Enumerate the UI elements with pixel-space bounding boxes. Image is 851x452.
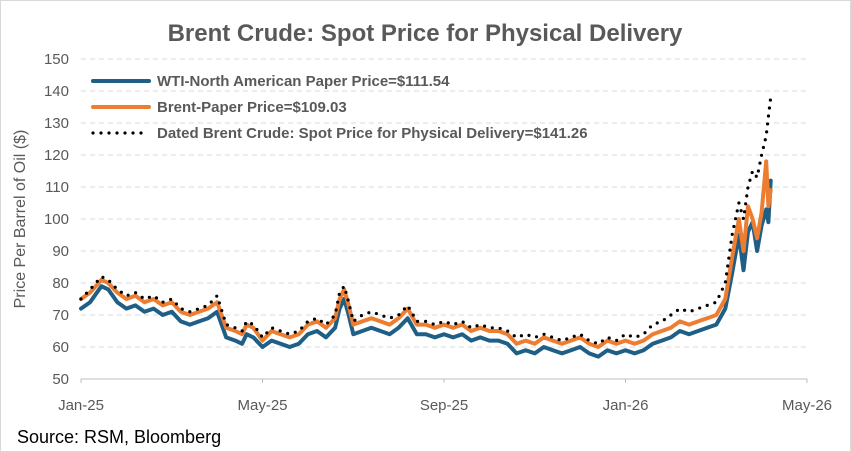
y-tick-label: 50: [52, 371, 69, 388]
y-tick-label: 100: [44, 211, 69, 228]
gridlines: [81, 58, 807, 348]
series-line-1: [79, 178, 773, 359]
legend: WTI-North American Paper Price=$111.54 Br…: [91, 73, 588, 142]
x-tick-label: Jan-26: [603, 397, 649, 414]
y-axis-label: Price Per Barrel of Oil ($): [12, 130, 29, 309]
y-tick-label: 90: [52, 243, 69, 260]
legend-label: Dated Brent Crude: Spot Price for Physic…: [157, 125, 588, 142]
x-tick-label: Sep-25: [420, 397, 468, 414]
x-tick-label: May-25: [237, 397, 287, 414]
y-tick-label: 110: [45, 179, 69, 196]
y-tick-label: 150: [44, 51, 69, 68]
source-note: Source: RSM, Bloomberg: [17, 427, 221, 447]
y-tick-label: 60: [52, 339, 69, 356]
chart-title: Brent Crude: Spot Price for Physical Del…: [168, 20, 683, 47]
x-tick-label: May-26: [782, 397, 832, 414]
legend-label: WTI-North American Paper Price=$111.54: [157, 73, 450, 90]
legend-label: Brent-Paper Price=$109.03: [157, 99, 347, 116]
y-tick-label: 80: [52, 275, 69, 292]
y-tick-label: 140: [44, 83, 69, 100]
y-axis-ticks: 50 60 70 80 90 100 110 120 130 140 150: [44, 51, 69, 388]
series-line-2: [79, 159, 773, 349]
y-tick-label: 130: [44, 115, 69, 132]
x-tick-label: Jan-25: [58, 397, 104, 414]
y-tick-label: 70: [52, 307, 69, 324]
x-axis-ticks: Jan-25 May-25 Sep-25 Jan-26 May-26: [58, 379, 832, 414]
y-tick-label: 120: [44, 147, 69, 164]
series-lines: [79, 95, 773, 359]
